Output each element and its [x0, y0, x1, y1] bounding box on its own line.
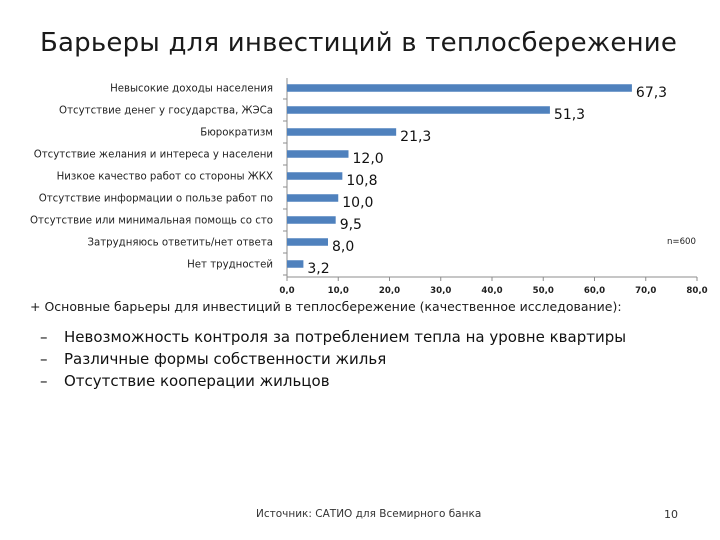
category-label: Низкое качество работ со стороны ЖКХ — [57, 172, 273, 183]
bar — [287, 260, 304, 268]
bullet-text: Невозможность контроля за потреблением т… — [64, 328, 627, 346]
page-number: 10 — [664, 508, 678, 521]
category-label: Отсутствие денег у государства, ЖЭСа — [59, 106, 273, 117]
value-label: 67,3 — [636, 85, 667, 101]
bar — [287, 150, 349, 158]
x-tick-label: 40,0 — [481, 286, 502, 294]
bar — [287, 238, 328, 246]
x-tick-label: 30,0 — [430, 286, 451, 294]
category-label: Затрудняюсь ответить/нет ответа — [87, 238, 273, 249]
value-label: 9,5 — [340, 217, 362, 233]
bullet-marker: – — [40, 328, 48, 346]
value-label: 10,0 — [342, 195, 373, 211]
category-label: Отсутствие информации о пользе работ по — [39, 194, 273, 205]
bullet-item: – Невозможность контроля за потреблением … — [40, 326, 626, 348]
bullet-marker: – — [40, 372, 48, 390]
category-label: Бюрократизм — [200, 128, 273, 139]
category-label: Отсутствие желания и интереса у населени — [34, 150, 273, 161]
bullet-list: – Невозможность контроля за потреблением … — [40, 326, 626, 392]
value-label: 12,0 — [353, 151, 384, 167]
x-tick-label: 80,0 — [686, 286, 707, 294]
category-label: Отсутствие или минимальная помощь со сто — [30, 216, 273, 227]
bullet-item: – Различные формы собственности жилья — [40, 348, 626, 370]
value-label: 10,8 — [346, 173, 377, 189]
x-tick-label: 60,0 — [584, 286, 605, 294]
x-tick-label: 20,0 — [379, 286, 400, 294]
chart-caption: + Основные барьеры для инвестиций в тепл… — [30, 299, 622, 314]
sample-size-note: n=600 — [667, 237, 696, 247]
page-title: Барьеры для инвестиций в теплосбережение — [40, 28, 678, 58]
bar — [287, 128, 397, 136]
x-tick-label: 10,0 — [328, 286, 349, 294]
x-tick-label: 0,0 — [279, 286, 294, 294]
value-label: 3,2 — [307, 261, 329, 277]
category-label: Нет трудностей — [187, 260, 273, 271]
bullet-text: Различные формы собственности жилья — [64, 350, 387, 368]
bar — [287, 194, 339, 202]
bullet-marker: – — [40, 350, 48, 368]
bar — [287, 172, 343, 180]
bar — [287, 84, 632, 92]
value-label: 51,3 — [554, 107, 585, 123]
bullet-item: – Отсутствие кооперации жильцов — [40, 370, 626, 392]
bullet-text: Отсутствие кооперации жильцов — [64, 372, 330, 390]
value-label: 21,3 — [400, 129, 431, 145]
x-tick-label: 70,0 — [635, 286, 656, 294]
source-note: Источник: САТИО для Всемирного банка — [256, 508, 482, 520]
bar — [287, 216, 336, 224]
category-label: Невысокие доходы населения — [110, 84, 273, 95]
value-label: 8,0 — [332, 239, 354, 255]
bar — [287, 106, 550, 114]
x-tick-label: 50,0 — [533, 286, 554, 294]
bar-chart: Невысокие доходы населения 67,3 Отсутствие… — [30, 78, 708, 294]
